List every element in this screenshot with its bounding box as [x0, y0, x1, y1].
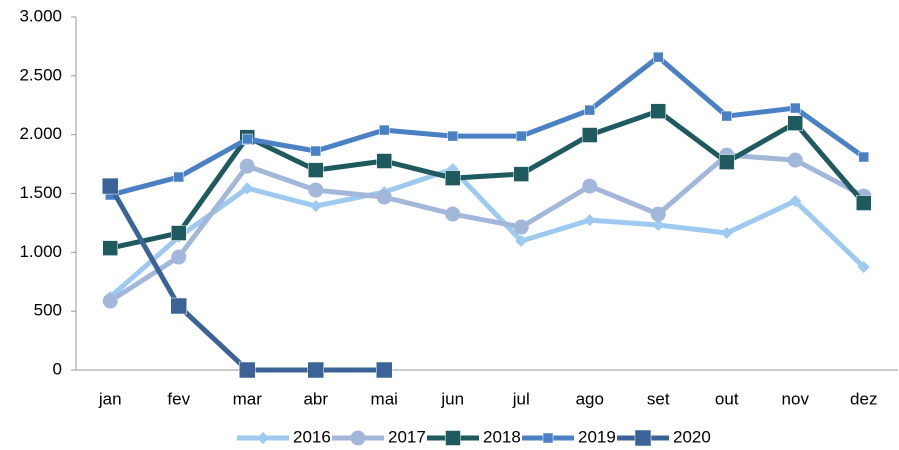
marker [445, 430, 461, 446]
y-tick-label: 1.500 [19, 183, 62, 202]
marker [513, 219, 529, 235]
marker [308, 162, 324, 178]
marker [721, 110, 732, 122]
x-tick-label: abr [303, 389, 328, 408]
legend-label: 2020 [673, 427, 711, 446]
y-tick-label: 2.500 [19, 65, 62, 84]
marker [309, 200, 322, 213]
legend-item: 2017 [332, 427, 426, 446]
x-tick-label: ago [576, 389, 604, 408]
series-line [108, 184, 385, 373]
x-tick-label: nov [782, 389, 810, 408]
marker [307, 361, 324, 379]
x-tick-label: dez [850, 389, 877, 408]
marker [379, 124, 390, 136]
marker [790, 102, 801, 114]
series-line [109, 108, 866, 251]
marker [376, 153, 392, 169]
marker [856, 195, 872, 211]
marker [720, 227, 733, 240]
marker [513, 166, 529, 182]
marker [171, 225, 187, 241]
marker [376, 361, 393, 379]
legend-label: 2018 [483, 427, 521, 446]
marker [445, 206, 461, 222]
x-tick-label: mar [233, 389, 263, 408]
y-tick-label: 2.000 [19, 124, 62, 143]
x-tick-label: jan [98, 389, 122, 408]
marker [542, 432, 554, 444]
legend-label: 2017 [388, 427, 426, 446]
marker [653, 51, 664, 63]
legend-item: 2018 [427, 427, 521, 446]
marker [787, 115, 803, 131]
marker [857, 261, 870, 274]
marker [858, 151, 869, 163]
y-tick-label: 500 [34, 301, 62, 320]
marker [584, 104, 595, 116]
marker [102, 240, 118, 256]
marker [102, 177, 119, 195]
marker [447, 130, 458, 142]
marker [310, 145, 321, 157]
marker [102, 293, 118, 309]
x-tick-label: fev [167, 389, 190, 408]
marker [634, 429, 652, 447]
marker [516, 130, 527, 142]
series-line [108, 166, 866, 299]
x-tick-label: jul [512, 389, 530, 408]
marker [789, 195, 802, 208]
marker [650, 206, 666, 222]
y-tick-label: 1.000 [19, 242, 62, 261]
marker [170, 297, 187, 315]
marker [242, 133, 253, 145]
marker [445, 170, 461, 186]
marker [583, 214, 596, 227]
marker [787, 152, 803, 168]
marker [719, 154, 735, 170]
y-tick-label: 0 [53, 359, 62, 378]
marker [582, 127, 598, 143]
legend-label: 2016 [293, 427, 331, 446]
series-line [109, 54, 866, 198]
x-tick-label: mai [371, 389, 398, 408]
marker [582, 178, 598, 194]
legend-item: 2019 [522, 427, 616, 446]
marker [173, 171, 184, 183]
x-tick-label: out [715, 389, 739, 408]
marker [239, 158, 255, 174]
marker [239, 361, 256, 379]
x-tick-label: jun [440, 389, 464, 408]
marker [650, 103, 666, 119]
marker [241, 182, 254, 195]
marker [308, 182, 324, 198]
marker [652, 219, 665, 232]
legend-label: 2019 [578, 427, 616, 446]
marker [171, 249, 187, 265]
y-tick-label: 3.000 [19, 6, 62, 25]
marker [350, 430, 366, 446]
x-tick-label: set [647, 389, 670, 408]
legend-item: 2016 [237, 427, 331, 446]
marker [257, 432, 269, 444]
legend-item: 2020 [617, 427, 711, 446]
marker [515, 235, 528, 248]
marker [376, 189, 392, 205]
